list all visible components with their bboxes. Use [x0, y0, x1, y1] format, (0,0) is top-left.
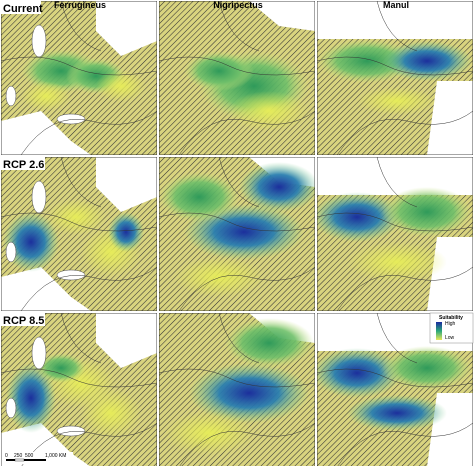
border [317, 313, 473, 466]
map-panel [1, 1, 157, 155]
scale-bar: 0 250 500 1,000 KM [3, 452, 73, 464]
label-bg [1, 157, 45, 170]
border [159, 313, 315, 466]
suitability [189, 363, 309, 423]
suitability [382, 41, 472, 81]
suitability [6, 363, 56, 433]
scale-seg [6, 459, 15, 461]
suitability [382, 346, 472, 390]
outside-area [1, 267, 91, 311]
suitability [36, 353, 86, 383]
map-panel [1, 313, 157, 466]
column-title: Ferrugineus [54, 0, 106, 10]
suitability [317, 348, 402, 398]
map-panel [1, 157, 157, 311]
suitability [159, 172, 239, 222]
outside-area [317, 157, 473, 195]
map-panel [317, 157, 473, 311]
row-label: RCP 8.5 [3, 315, 44, 327]
water [31, 336, 47, 370]
suitability [357, 87, 437, 115]
outside-area [96, 313, 157, 368]
outside-area [427, 81, 473, 155]
map-panel [159, 313, 315, 466]
outside-area [317, 1, 473, 39]
border [317, 157, 473, 311]
border [1, 1, 157, 155]
suitability [3, 212, 59, 272]
legend-low: Low [445, 335, 455, 341]
outside-area [249, 1, 315, 31]
label-bg [1, 1, 41, 14]
water [5, 397, 17, 419]
suitability [347, 395, 447, 431]
border [1, 313, 157, 466]
suitability [174, 257, 264, 297]
row-label: RCP 2.6 [3, 159, 44, 171]
label-bg [1, 313, 45, 326]
row-label: Current [3, 3, 43, 15]
suitability [184, 51, 254, 91]
scale-label: 0 [5, 453, 8, 459]
suitability [229, 91, 309, 131]
border [159, 157, 315, 311]
map-panel [159, 1, 315, 155]
water [5, 241, 17, 263]
legend-ramp [436, 322, 442, 340]
map-panel [159, 157, 315, 311]
scale-label: 500 [25, 453, 34, 459]
legend: Suitability High Low [429, 312, 474, 344]
scale-label: 250 [14, 453, 23, 459]
water [31, 180, 47, 214]
scale-label: 1,000 KM [45, 453, 66, 459]
column-title: Manul [383, 0, 409, 10]
suitability [347, 242, 447, 282]
water [5, 85, 17, 107]
suitability [46, 199, 106, 235]
suitability [21, 81, 71, 111]
outside-area [1, 111, 91, 155]
water [31, 24, 47, 58]
water [56, 113, 86, 125]
suitability [239, 162, 315, 212]
suitability [108, 212, 144, 252]
border [1, 157, 157, 311]
water [56, 269, 86, 281]
border [159, 1, 315, 155]
border [317, 1, 473, 155]
map-panel [317, 1, 473, 155]
scale-seg [14, 458, 25, 462]
suitability [96, 70, 146, 102]
suitability [224, 318, 314, 368]
outside-area [96, 157, 157, 212]
suitability [81, 388, 141, 438]
outside-area [96, 1, 157, 56]
scale-seg [24, 459, 46, 461]
suitability [382, 187, 472, 237]
water [56, 425, 86, 437]
suitability [164, 411, 254, 455]
legend-title: Suitability [439, 315, 463, 321]
column-title: Nigripectus [213, 0, 263, 10]
legend-high: High [445, 321, 456, 327]
suitability [317, 192, 402, 242]
